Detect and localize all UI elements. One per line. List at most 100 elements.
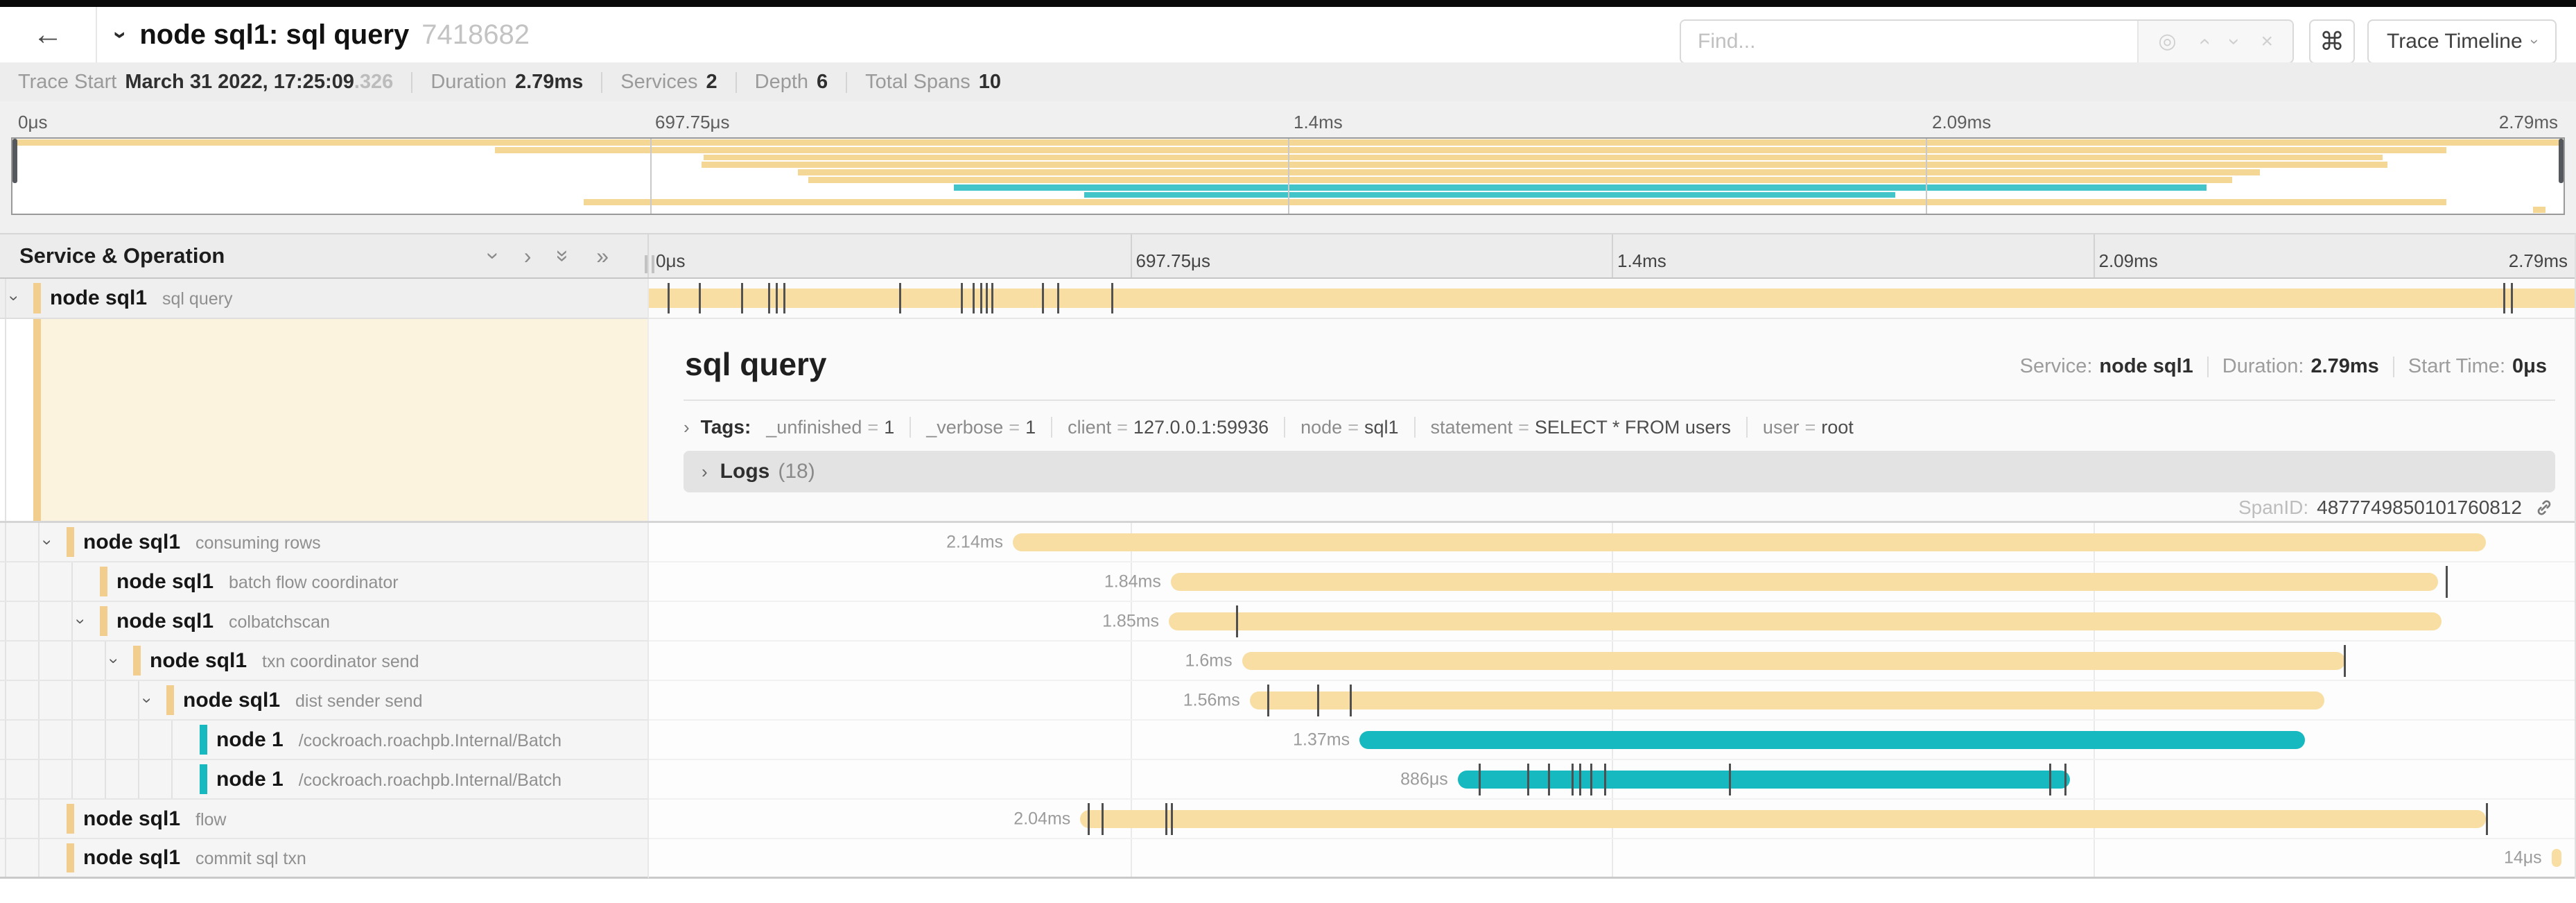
expand-all-icon[interactable]: » <box>596 243 609 268</box>
tag-key: node <box>1300 416 1343 438</box>
service-operation-header: Service & Operation › › » » <box>0 234 654 277</box>
span-bar[interactable] <box>1169 612 2442 630</box>
tag-equals: = <box>1518 416 1529 438</box>
column-resize-grip[interactable] <box>645 255 654 273</box>
logs-expand-icon[interactable]: › <box>702 461 708 482</box>
span-log-tick <box>1603 763 1606 796</box>
span-bar[interactable] <box>1457 770 2071 789</box>
timeline-gridline <box>2093 839 2095 877</box>
span-duration-label: 1.56ms <box>1183 690 1240 710</box>
tree-chevron-icon[interactable]: › <box>71 618 90 624</box>
viewport-right-handle[interactable] <box>2559 139 2564 183</box>
prev-match-icon[interactable]: › <box>2191 38 2215 45</box>
overview-minimap[interactable] <box>11 137 2565 215</box>
collapse-one-icon[interactable]: › <box>481 252 507 260</box>
overview-lane <box>12 161 2564 169</box>
collapse-controls: › › » » <box>481 234 609 277</box>
span-bar[interactable] <box>649 289 2575 308</box>
span-bar[interactable] <box>1170 572 2438 591</box>
span-name-cell[interactable]: node sql1 commit sql txn <box>0 839 649 879</box>
span-timeline-cell[interactable]: 14μs <box>649 839 2575 879</box>
span-timeline-cell[interactable] <box>649 279 2575 319</box>
indent-guide <box>38 642 40 680</box>
overview-axis: 0μs 697.75μs 1.4ms 2.09ms 2.79ms <box>11 104 2565 136</box>
span-timeline-cell[interactable]: 1.84ms <box>649 562 2575 602</box>
indent-guide <box>38 681 40 719</box>
span-name-cell[interactable]: node 1/cockroach.roachpb.Internal/Batch <box>0 760 649 800</box>
expand-one-icon[interactable]: › <box>523 243 532 268</box>
span-name-cell[interactable]: node sql1 batch flow coordinator <box>0 562 649 602</box>
window-top-edge <box>0 0 2576 7</box>
overview-lane <box>12 154 2564 162</box>
span-name-cell[interactable]: › node sql1 sql query <box>0 279 649 319</box>
span-log-tick <box>1088 802 1090 835</box>
overview-span-bar <box>798 169 2261 175</box>
tree-chevron-icon[interactable]: › <box>5 295 24 301</box>
span-timeline-cell[interactable]: 1.37ms <box>649 721 2575 760</box>
tag-key: user <box>1762 416 1800 438</box>
viewport-left-handle[interactable] <box>12 139 17 183</box>
tree-chevron-icon[interactable]: › <box>38 539 57 545</box>
span-name-cell[interactable]: › node sql1 colbatchscan <box>0 602 649 642</box>
timeline-gridline <box>1130 721 1132 759</box>
span-rows: › node sql1 consuming rows 2.14ms node sql1 b… <box>0 523 2575 879</box>
span-bar[interactable] <box>1242 651 2346 670</box>
span-bar[interactable] <box>1013 533 2487 551</box>
span-log-tick <box>961 283 964 313</box>
tag-value: root <box>1821 416 1854 438</box>
span-row: › node sql1 txn coordinator send 1.6ms <box>0 642 2575 681</box>
span-timeline-cell[interactable]: 2.14ms <box>649 523 2575 562</box>
view-selector-button[interactable]: Trace Timeline › <box>2367 19 2557 64</box>
operation-name: batch flow coordinator <box>229 572 399 592</box>
span-log-tick <box>1479 763 1481 796</box>
deep-link-icon[interactable] <box>2533 497 2555 519</box>
tags-expand-icon[interactable]: › <box>684 416 690 438</box>
span-bar[interactable] <box>1359 730 2306 749</box>
tags-accordion[interactable]: › Tags: _unfinished = 1 _verbose = 1 client = 12… <box>684 409 2555 445</box>
span-log-tick <box>1111 283 1113 313</box>
timeline-header: Service & Operation › › » » 0μs 697.75μs 1… <box>0 234 2575 279</box>
scroll-to-match-icon[interactable]: ◎ <box>2158 30 2177 53</box>
tag-equals: = <box>1348 416 1359 438</box>
span-name-cell[interactable]: › node sql1 dist sender send <box>0 681 649 721</box>
logs-accordion[interactable]: › Logs (18) <box>684 451 2555 492</box>
keyboard-shortcuts-button[interactable]: ⌘ <box>2309 19 2356 64</box>
indent-guide <box>171 760 173 798</box>
span-bar[interactable] <box>2551 849 2561 867</box>
summary-item-label: Total Spans <box>865 70 971 93</box>
detail-meta-label: Service: <box>2019 355 2093 377</box>
service-name: node sql1 commit sql txn <box>83 846 306 869</box>
span-log-tick <box>2445 565 2448 598</box>
span-timeline-cell[interactable]: 1.6ms <box>649 642 2575 681</box>
span-name-cell[interactable]: › node sql1 consuming rows <box>0 523 649 562</box>
span-log-tick <box>1101 802 1104 835</box>
span-bar[interactable] <box>1249 691 2324 710</box>
span-bar[interactable] <box>1080 809 2487 828</box>
span-name-cell[interactable]: node sql1 flow <box>0 800 649 839</box>
span-name-cell[interactable]: node 1/cockroach.roachpb.Internal/Batch <box>0 721 649 760</box>
timeline-axis-label: 697.75μs <box>1135 250 1211 271</box>
service-accent-bar <box>166 685 174 715</box>
next-match-icon[interactable]: › <box>2222 38 2246 45</box>
span-log-tick <box>741 283 744 313</box>
span-timeline-cell[interactable]: 2.04ms <box>649 800 2575 839</box>
trace-collapse-chevron-icon[interactable]: › <box>107 31 134 39</box>
span-name-cell[interactable]: › node sql1 txn coordinator send <box>0 642 649 681</box>
indent-guide <box>5 721 6 759</box>
span-timeline-cell[interactable]: 1.56ms <box>649 681 2575 721</box>
collapse-all-icon[interactable]: » <box>551 250 577 262</box>
span-timeline-cell[interactable]: 886μs <box>649 760 2575 800</box>
back-button[interactable]: ← <box>0 7 97 62</box>
service-name: node 1/cockroach.roachpb.Internal/Batch <box>216 728 562 751</box>
overview-lane <box>12 169 2564 176</box>
clear-find-icon[interactable]: × <box>2261 30 2274 53</box>
overview-span-bar <box>953 184 2207 191</box>
find-group: ◎ › › × <box>1680 19 2295 64</box>
tag-equals: = <box>1009 416 1020 438</box>
overview-span-bar <box>704 154 2383 161</box>
tree-chevron-icon[interactable]: › <box>105 657 123 664</box>
find-input[interactable] <box>1681 21 2138 62</box>
span-timeline-cell[interactable]: 1.85ms <box>649 602 2575 642</box>
page-title: node sql1: sql query <box>139 19 410 50</box>
tree-chevron-icon[interactable]: › <box>138 697 157 703</box>
